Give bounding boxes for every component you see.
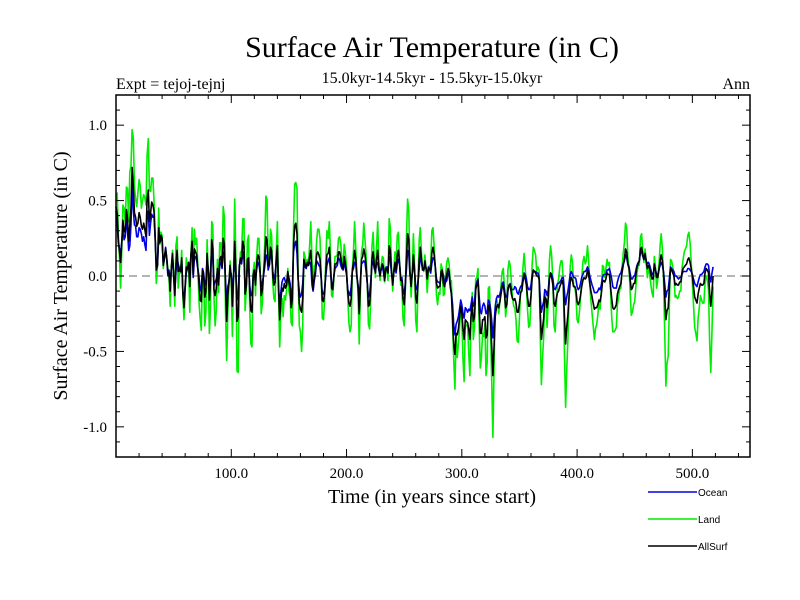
x-axis-label: Time (in years since start) (328, 486, 536, 508)
x-tick-label: 100.0 (214, 466, 248, 482)
legend-label-allsurf: AllSurf (698, 542, 728, 553)
chart-title: Surface Air Temperature (in C) (245, 31, 619, 64)
x-tick-label: 500.0 (675, 466, 709, 482)
x-tick-label: 300.0 (445, 466, 479, 482)
legend: Ocean Land AllSurf (648, 488, 728, 553)
experiment-label: Expt = tejoj-tejnj (116, 76, 225, 93)
legend-label-land: Land (698, 515, 720, 526)
y-tick-label: -1.0 (83, 420, 107, 436)
legend-label-ocean: Ocean (698, 488, 727, 499)
y-tick-label: 0.5 (88, 194, 107, 210)
y-axis-label: Surface Air Temperature (in C) (50, 151, 72, 400)
x-tick-label: 400.0 (560, 466, 594, 482)
series-allsurf-line (115, 166, 714, 377)
plot-frame (115, 94, 751, 458)
y-tick-label: 0.0 (88, 269, 107, 285)
chart-subtitle: 15.0kyr-14.5kyr - 15.5kyr-15.0kyr (322, 70, 543, 87)
y-tick-label: -0.5 (83, 344, 107, 360)
x-tick-label: 200.0 (330, 466, 364, 482)
period-label: Ann (722, 76, 750, 93)
y-tick-label: 1.0 (88, 118, 107, 134)
